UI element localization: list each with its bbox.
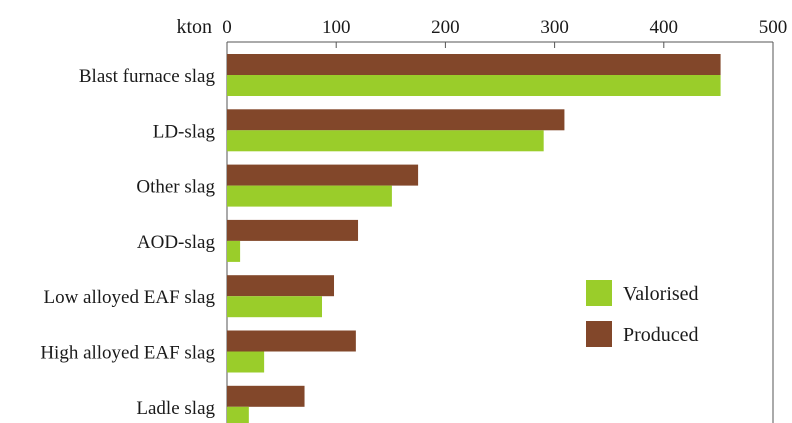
x-tick-label: 400 [650, 17, 679, 38]
x-tick-label: 200 [431, 17, 460, 38]
bar-produced [227, 330, 356, 352]
x-tick-label: 300 [540, 17, 569, 38]
x-tick-label: 500 [759, 17, 788, 38]
x-axis: 0 100 200 300 400 500 [222, 17, 787, 423]
x-tick-label: 0 [222, 17, 232, 38]
bar-valorised [227, 185, 392, 207]
category-label: AOD-slag [137, 232, 216, 253]
bar-valorised [227, 75, 721, 96]
bar-produced [227, 385, 305, 407]
category-labels: Blast furnace slag LD-slag Other slag AOD-s… [40, 66, 215, 419]
category-label: Low alloyed EAF slag [43, 287, 215, 308]
unit-label: kton [176, 16, 212, 38]
legend-swatch-valorised [586, 280, 612, 306]
bars [227, 54, 721, 423]
bar-valorised [227, 406, 249, 423]
bar-produced [227, 275, 335, 297]
category-label: Other slag [136, 177, 215, 198]
bar-produced [227, 109, 565, 131]
category-label: LD-slag [153, 121, 216, 142]
category-label: Blast furnace slag [79, 66, 216, 87]
legend: Valorised Produced [586, 280, 699, 347]
category-label: High alloyed EAF slag [40, 343, 215, 364]
bar-valorised [227, 351, 265, 373]
legend-label-valorised: Valorised [623, 283, 699, 305]
legend-swatch-produced [586, 321, 612, 347]
bar-valorised [227, 130, 544, 152]
bar-produced [227, 54, 721, 75]
bar-valorised [227, 240, 241, 262]
bar-valorised [227, 296, 323, 318]
category-label: Ladle slag [136, 398, 215, 419]
bar-produced [227, 164, 419, 186]
x-tick-label: 100 [322, 17, 351, 38]
bar-produced [227, 219, 359, 241]
legend-label-produced: Produced [623, 324, 699, 346]
